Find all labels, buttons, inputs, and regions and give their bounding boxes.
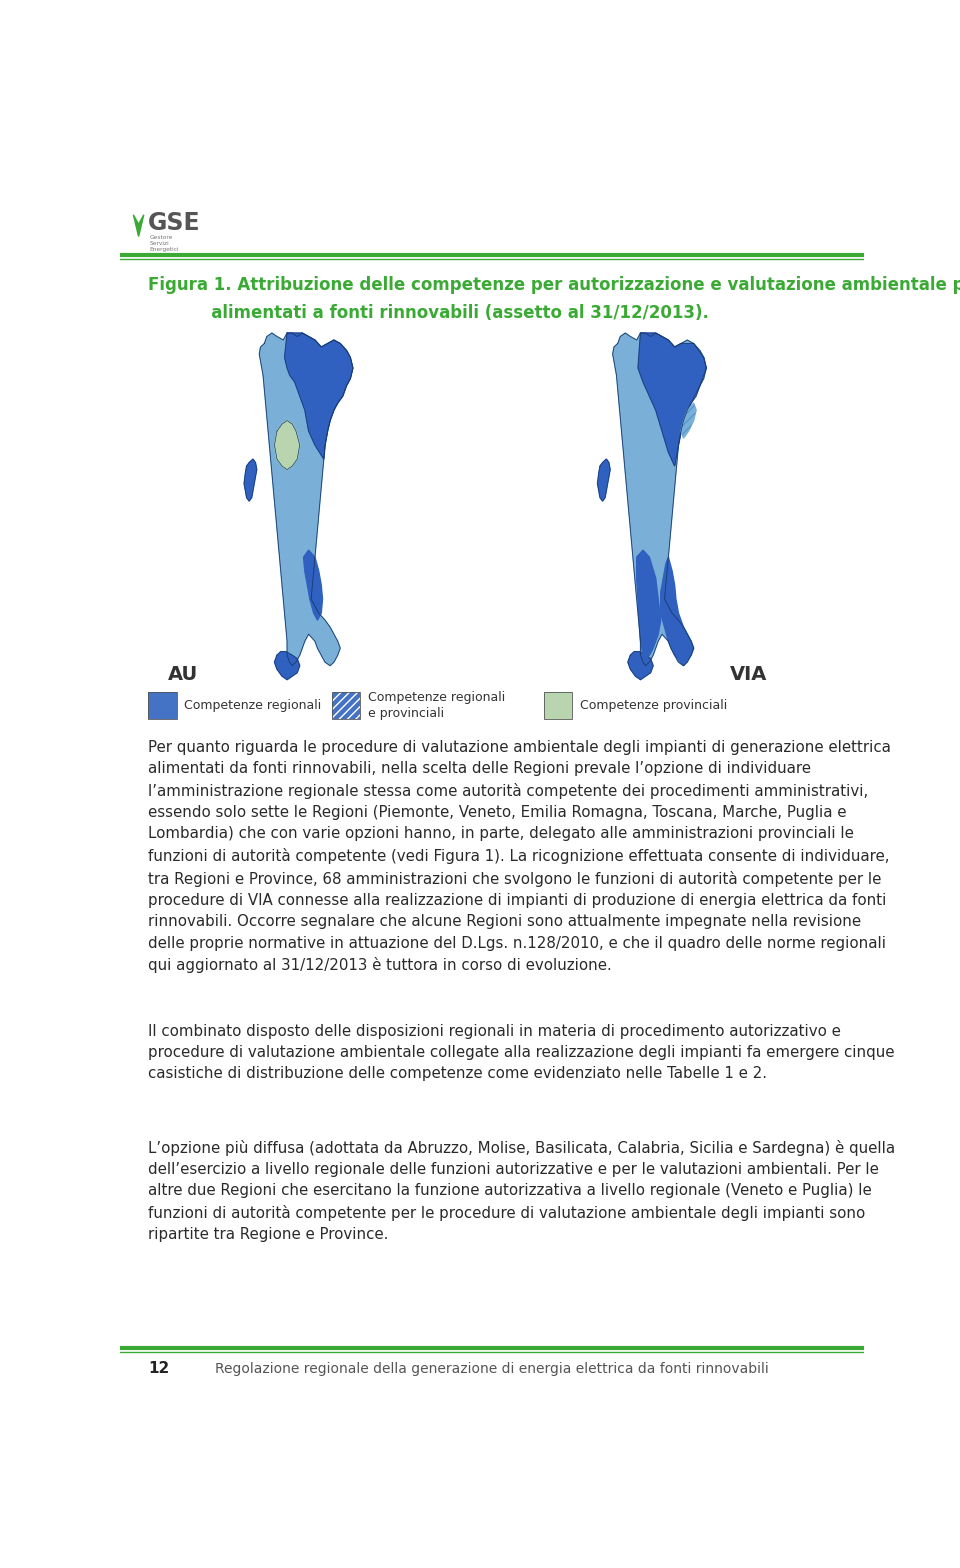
Text: AU: AU <box>168 665 199 684</box>
Polygon shape <box>244 459 256 502</box>
Polygon shape <box>638 332 707 466</box>
Polygon shape <box>275 420 300 469</box>
Text: L’opzione più diffusa (adottata da Abruzzo, Molise, Basilicata, Calabria, Sicili: L’opzione più diffusa (adottata da Abruz… <box>148 1140 896 1242</box>
Polygon shape <box>275 652 300 679</box>
Text: Figura 1. Attribuzione delle competenze per autorizzazione e valutazione ambient: Figura 1. Attribuzione delle competenze … <box>148 276 960 295</box>
Polygon shape <box>133 215 144 237</box>
Text: Competenze provinciali: Competenze provinciali <box>580 699 727 712</box>
Polygon shape <box>681 403 696 437</box>
Polygon shape <box>284 332 353 459</box>
Text: alimentati a fonti rinnovabili (assetto al 31/12/2013).: alimentati a fonti rinnovabili (assetto … <box>148 304 709 321</box>
Text: GSE: GSE <box>148 210 201 235</box>
Text: VIA: VIA <box>730 665 767 684</box>
Text: Il combinato disposto delle disposizioni regionali in materia di procedimento au: Il combinato disposto delle disposizioni… <box>148 1024 895 1080</box>
Polygon shape <box>544 691 572 718</box>
Polygon shape <box>259 332 353 666</box>
Polygon shape <box>332 691 360 718</box>
Polygon shape <box>148 691 177 718</box>
Polygon shape <box>597 459 611 502</box>
Text: 12: 12 <box>148 1361 170 1377</box>
Text: Regolazione regionale della generazione di energia elettrica da fonti rinnovabil: Regolazione regionale della generazione … <box>215 1363 769 1377</box>
Polygon shape <box>628 652 653 679</box>
Polygon shape <box>303 550 323 621</box>
Polygon shape <box>636 550 660 659</box>
Text: Per quanto riguarda le procedure di valutazione ambientale degli impianti di gen: Per quanto riguarda le procedure di valu… <box>148 740 891 974</box>
Polygon shape <box>612 332 707 666</box>
Text: Competenze regionali
e provinciali: Competenze regionali e provinciali <box>368 691 505 720</box>
Polygon shape <box>660 557 694 666</box>
Text: Competenze regionali: Competenze regionali <box>184 699 322 712</box>
Text: Gestore
Servizi
Energetici: Gestore Servizi Energetici <box>150 235 180 252</box>
